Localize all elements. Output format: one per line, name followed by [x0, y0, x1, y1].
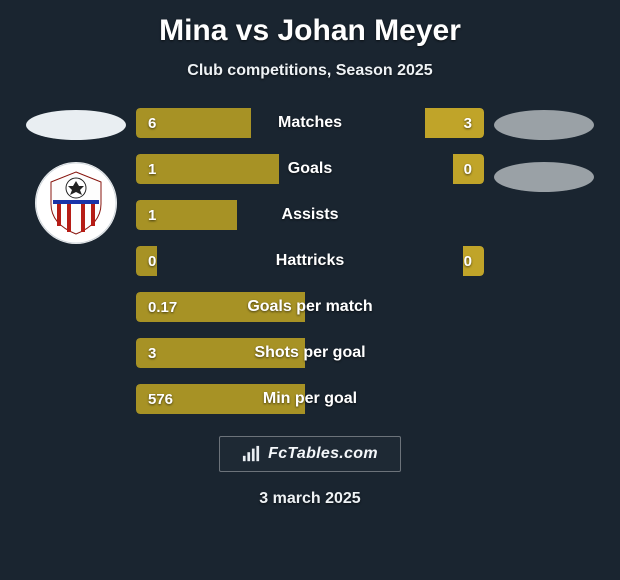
stat-value-p1: 0.17 — [136, 299, 189, 316]
comparison-card: Mina vs Johan Meyer Club competitions, S… — [0, 0, 620, 580]
stat-row: 1Assists — [136, 200, 484, 230]
stat-bar-p1: 0.17 — [136, 292, 305, 322]
club-crest-icon — [35, 162, 117, 244]
stat-bar-gap — [305, 292, 484, 322]
stat-value-p1: 1 — [136, 207, 168, 224]
stat-bar-p1: 6 — [136, 108, 251, 138]
stat-bar-p2: 3 — [425, 108, 484, 138]
player1-name-pill — [26, 110, 126, 140]
stat-value-p2: 0 — [452, 161, 484, 178]
stat-bar-gap — [157, 246, 463, 276]
stat-bar-gap — [305, 338, 484, 368]
stat-bar-p2: 0 — [453, 154, 484, 184]
main-row: 63Matches10Goals1Assists00Hattricks0.17G… — [8, 108, 612, 414]
stat-row: 0.17Goals per match — [136, 292, 484, 322]
player2-club-pill — [494, 162, 594, 192]
stat-value-p2: 3 — [452, 115, 484, 132]
bars-icon — [242, 445, 260, 463]
page-title: Mina vs Johan Meyer — [159, 14, 461, 48]
stat-value-p1: 576 — [136, 391, 185, 408]
watermark-text: FcTables.com — [268, 445, 378, 463]
stats-bars: 63Matches10Goals1Assists00Hattricks0.17G… — [136, 108, 484, 414]
stat-bar-gap — [251, 108, 425, 138]
stat-bar-p1: 1 — [136, 200, 237, 230]
stat-row: 00Hattricks — [136, 246, 484, 276]
stat-bar-p1: 576 — [136, 384, 305, 414]
stat-bar-gap — [305, 384, 484, 414]
stat-value-p2: 0 — [452, 253, 484, 270]
player1-column — [16, 108, 136, 244]
subtitle: Club competitions, Season 2025 — [187, 62, 432, 80]
date-label: 3 march 2025 — [259, 490, 360, 508]
stat-bar-p1: 1 — [136, 154, 279, 184]
stat-bar-gap — [279, 154, 453, 184]
stat-row: 63Matches — [136, 108, 484, 138]
stat-bar-p2: 0 — [463, 246, 484, 276]
stat-row: 576Min per goal — [136, 384, 484, 414]
player1-club-badge — [35, 162, 117, 244]
stat-row: 3Shots per goal — [136, 338, 484, 368]
watermark: FcTables.com — [219, 436, 401, 472]
stat-bar-p1: 3 — [136, 338, 305, 368]
stat-bar-gap — [237, 200, 484, 230]
player2-column — [484, 108, 604, 214]
player2-name-pill — [494, 110, 594, 140]
stat-bar-p1: 0 — [136, 246, 157, 276]
stat-value-p1: 6 — [136, 115, 168, 132]
stat-value-p1: 3 — [136, 345, 168, 362]
stat-value-p1: 1 — [136, 161, 168, 178]
stat-row: 10Goals — [136, 154, 484, 184]
